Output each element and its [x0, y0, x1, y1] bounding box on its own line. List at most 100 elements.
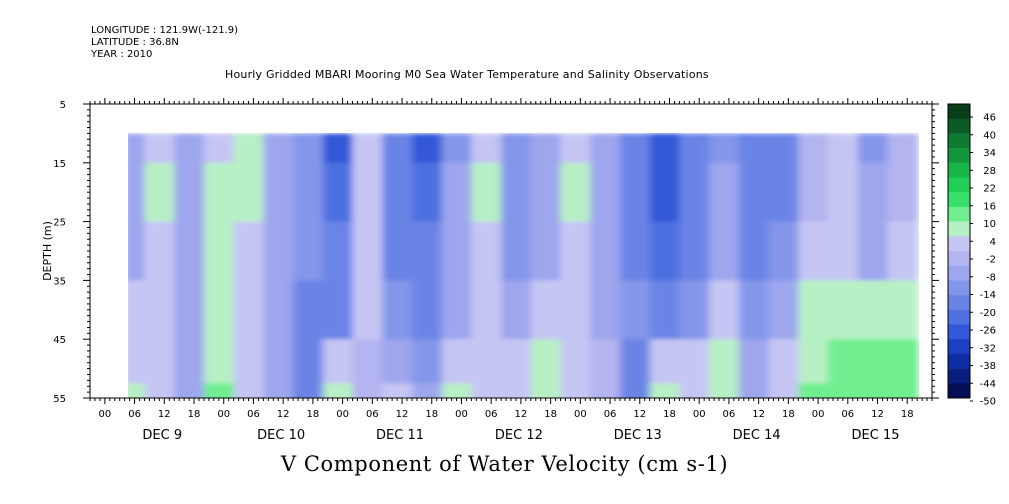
day-label: DEC 15 — [852, 428, 900, 443]
heatmap-cell — [768, 383, 799, 398]
colorbar-label: -44 — [980, 379, 996, 390]
heatmap-cell — [887, 383, 919, 398]
colorbar-swatch — [948, 251, 970, 266]
heatmap-cell — [501, 133, 532, 164]
heatmap-cell — [293, 133, 324, 164]
hour-tick-label: 12 — [396, 409, 409, 420]
heatmap-cell — [501, 162, 532, 223]
depth-tick-label: 15 — [53, 159, 66, 170]
heatmap-cell — [174, 162, 205, 223]
heatmap-cell — [128, 133, 146, 164]
hour-tick-label: 12 — [158, 409, 171, 420]
colorbar-swatch — [948, 368, 970, 384]
colorbar-swatch — [948, 280, 970, 296]
heatmap-cell — [798, 221, 829, 281]
heatmap-cell — [233, 280, 264, 340]
heatmap-cell — [144, 221, 175, 281]
heatmap-cell — [293, 383, 324, 398]
colorbar-label: -2 — [986, 255, 996, 266]
heatmap-cell — [828, 280, 859, 340]
heatmap-cell — [293, 280, 324, 340]
heatmap-cell — [768, 133, 799, 164]
heatmap-cell — [411, 162, 443, 223]
heatmap-cell — [352, 133, 383, 164]
heatmap-cell — [128, 162, 146, 223]
colorbar-swatch — [948, 353, 970, 369]
heatmap-cell — [649, 221, 680, 281]
hour-tick-label: 00 — [574, 409, 587, 420]
colorbar-swatch — [948, 324, 970, 340]
colorbar-swatch — [948, 309, 970, 325]
heatmap-cell — [174, 383, 205, 398]
heatmap-cell — [709, 162, 740, 223]
heatmap-cell — [322, 162, 354, 223]
heatmap-cell — [441, 133, 472, 164]
heatmap-cell — [887, 221, 919, 281]
hour-tick-label: 18 — [782, 409, 795, 420]
colorbar-label: 46 — [983, 113, 996, 124]
heatmap-cell — [471, 280, 502, 340]
heatmap-cell — [679, 133, 710, 164]
year-label: YEAR : 2010 — [91, 49, 153, 60]
depth-tick-label: 35 — [53, 276, 66, 287]
heatmap-cell — [709, 221, 740, 281]
colorbar-swatch — [948, 383, 970, 399]
heatmap-cell — [203, 133, 235, 164]
heatmap-cell — [352, 280, 383, 340]
heatmap-cell — [679, 339, 710, 384]
heatmap-cell — [233, 383, 264, 398]
heatmap-cell — [263, 133, 294, 164]
heatmap-cell — [679, 383, 710, 398]
colorbar-label: 22 — [983, 184, 996, 195]
colorbar-label: -14 — [980, 290, 996, 301]
heatmap-cell — [322, 133, 354, 164]
day-label: DEC 11 — [376, 428, 424, 443]
heatmap-cell — [738, 162, 770, 223]
heatmap-cell — [352, 383, 383, 398]
colorbar-label: 34 — [983, 148, 996, 159]
hour-tick-label: 18 — [425, 409, 438, 420]
heatmap-cell — [590, 280, 621, 340]
heatmap-cell — [382, 162, 413, 223]
heatmap-cell — [203, 383, 235, 398]
heatmap-cell — [441, 280, 472, 340]
heatmap-cell — [128, 280, 146, 340]
heatmap-cell — [471, 339, 502, 384]
heatmap-cell — [174, 133, 205, 164]
heatmap-cell — [293, 339, 324, 384]
colorbar-label: -26 — [980, 326, 996, 337]
colorbar-swatch — [948, 339, 970, 355]
colorbar-label: 28 — [983, 166, 996, 177]
heatmap-cell — [798, 133, 829, 164]
heatmap-cell — [798, 280, 829, 340]
depth-axis-label: DEPTH (m) — [41, 221, 54, 281]
heatmap-cell — [263, 383, 294, 398]
heatmap-cell — [768, 221, 799, 281]
heatmap-cell — [620, 221, 651, 281]
heatmap-cell — [263, 280, 294, 340]
heatmap-cell — [233, 162, 264, 223]
heatmap-cell — [144, 383, 175, 398]
heatmap-cell — [144, 280, 175, 340]
hour-tick-label: 00 — [812, 409, 825, 420]
colorbar-label: 16 — [983, 201, 996, 212]
heatmap-cell — [530, 133, 562, 164]
heatmap-cell — [828, 221, 859, 281]
colorbar-swatch — [948, 162, 970, 178]
heatmap-cell — [649, 280, 680, 340]
heatmap-cell — [590, 133, 621, 164]
colorbar-label: -20 — [980, 308, 996, 319]
colorbar-swatch — [948, 192, 970, 208]
colorbar: 46 40 34 28 22 16 10 4 -2 -8 -14 -20 -26 -32 -38 -44 -50 — [947, 103, 996, 408]
heatmap-cell — [128, 339, 146, 384]
colorbar-label: -38 — [980, 361, 996, 372]
variable-label: V Component of Water Velocity (cm s-1) — [280, 452, 729, 476]
heatmap-cell — [649, 383, 680, 398]
heatmap-cell — [620, 339, 651, 384]
heatmap-cell — [560, 133, 591, 164]
heatmap-cell — [709, 339, 740, 384]
heatmap-cell — [679, 162, 710, 223]
hour-tick-label: 00 — [693, 409, 706, 420]
heatmap-cell — [501, 339, 532, 384]
heatmap-cell — [382, 133, 413, 164]
